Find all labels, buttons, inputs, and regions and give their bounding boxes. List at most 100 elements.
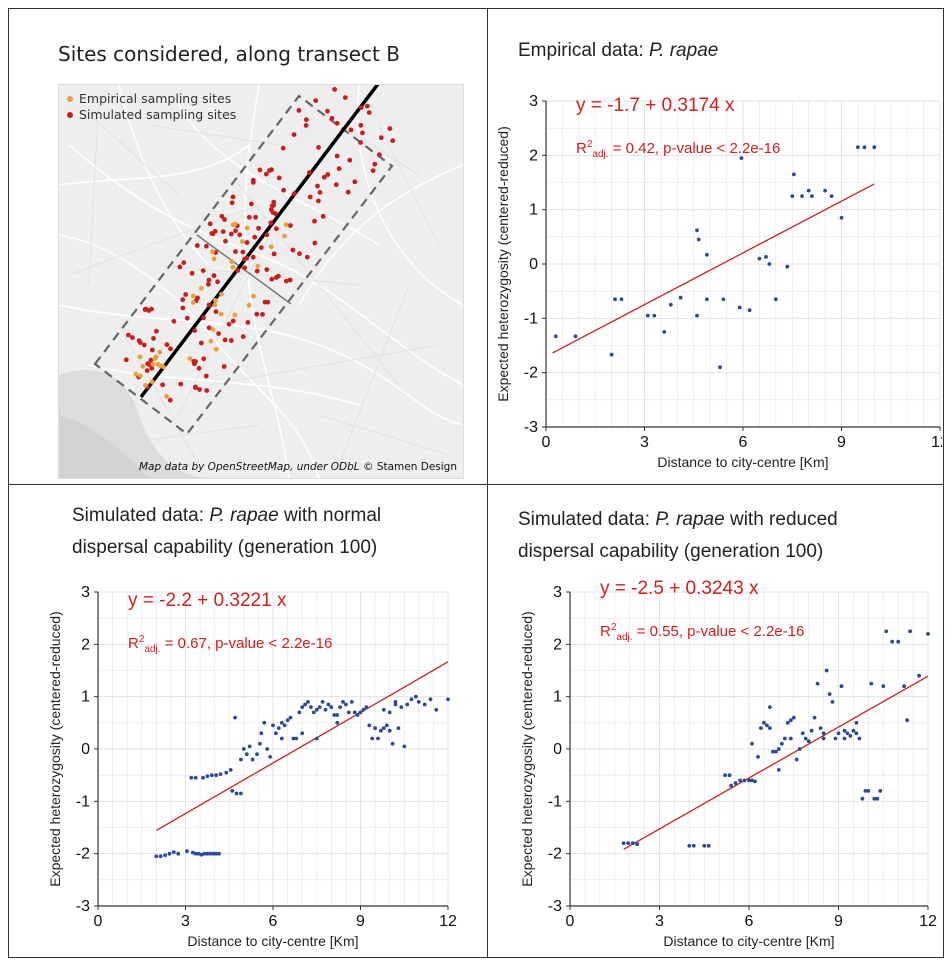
data-point — [810, 194, 814, 199]
r2-annotation: R2adj. = 0.42, p-value < 2.2e-16 — [576, 139, 780, 160]
data-point — [414, 694, 418, 699]
data-point — [217, 851, 221, 856]
simulated-site — [273, 211, 278, 217]
data-point — [279, 736, 284, 741]
simulated-site — [316, 145, 321, 150]
simulated-site — [143, 306, 149, 312]
y-tick-label: -2 — [524, 365, 538, 382]
x-tick-label: 3 — [655, 913, 664, 930]
data-point — [926, 632, 930, 636]
data-point — [202, 851, 207, 856]
simulated-site — [237, 232, 243, 238]
data-point — [314, 736, 319, 741]
simulated-site — [313, 98, 319, 103]
map-credit: Map data by OpenStreetMap, under ODbL © … — [139, 461, 457, 473]
data-point — [234, 791, 239, 796]
simulated-site — [281, 187, 286, 193]
simulated-site — [258, 245, 264, 251]
empirical-site — [232, 221, 238, 227]
empirical-site — [187, 356, 193, 361]
simulated-site — [304, 117, 309, 123]
simulated-site — [276, 175, 282, 181]
data-point — [768, 726, 772, 730]
data-point — [185, 849, 189, 853]
data-point — [233, 715, 238, 720]
data-point — [373, 726, 377, 730]
simulated-site — [206, 302, 212, 308]
empirical-site — [152, 356, 158, 362]
simulated-site — [195, 295, 200, 301]
data-point — [428, 697, 433, 702]
simulated-site — [262, 299, 268, 305]
data-point — [705, 252, 709, 257]
data-point — [635, 842, 639, 847]
simulated-site — [291, 191, 297, 197]
data-point — [271, 723, 275, 728]
data-point — [696, 237, 701, 242]
chart-title-suffix: with normal — [279, 505, 381, 526]
empirical-site — [158, 363, 163, 369]
data-point — [668, 302, 673, 307]
data-point — [393, 700, 398, 704]
simulated-site — [228, 338, 234, 343]
empirical-site — [251, 293, 256, 299]
x-tick-label: 0 — [542, 434, 551, 451]
simulated-site — [210, 231, 216, 237]
regression-line — [156, 661, 449, 831]
simulated-site — [304, 254, 310, 260]
simulated-site — [268, 220, 274, 226]
data-point — [335, 713, 340, 717]
data-point — [621, 841, 626, 846]
data-point — [821, 736, 826, 741]
data-point — [405, 702, 410, 707]
data-point — [239, 757, 243, 762]
data-point — [163, 853, 168, 858]
simulated-site — [196, 365, 202, 371]
data-point — [193, 851, 198, 856]
r2-annotation: R2adj. = 0.55, p-value < 2.2e-16 — [600, 622, 804, 643]
simulated-site — [123, 357, 129, 363]
simulated-site — [325, 108, 330, 114]
data-point — [823, 188, 827, 193]
data-point — [218, 772, 223, 776]
simulated-site — [269, 276, 275, 282]
legend-empirical-label: Empirical sampling sites — [79, 91, 232, 106]
data-point — [306, 700, 310, 704]
data-point — [387, 710, 392, 715]
simulated-site — [198, 340, 204, 346]
simulated-site — [264, 232, 270, 238]
legend-simulated: Simulated sampling sites — [67, 107, 236, 123]
chart-title: Simulated data: P. rapae with normal — [72, 505, 381, 526]
simulated-site — [372, 161, 378, 167]
data-point — [214, 851, 219, 856]
simulated-site — [345, 189, 351, 195]
data-point — [205, 774, 210, 779]
chart-simulated-reduced: Simulated data: P. rapae with reduced dis… — [518, 509, 937, 949]
data-point — [829, 194, 834, 199]
data-point — [750, 778, 754, 783]
regression-equation: y = -2.5 + 0.3243 x — [600, 578, 759, 599]
x-tick-label: 0 — [566, 913, 575, 930]
data-point — [393, 702, 398, 707]
chart-title-prefix: Simulated data: — [518, 509, 655, 530]
data-point — [917, 673, 921, 678]
simulated-site — [183, 292, 189, 297]
data-point — [733, 781, 738, 785]
simulated-site — [219, 213, 225, 219]
simulated-site — [321, 174, 327, 180]
simulated-site — [347, 157, 353, 163]
data-point — [790, 194, 795, 199]
data-point — [239, 791, 243, 796]
data-points — [553, 145, 877, 370]
x-tick-label: 12 — [931, 434, 942, 451]
data-point — [279, 720, 284, 725]
sampling-sites — [123, 87, 396, 403]
simulated-site — [250, 254, 256, 260]
data-point — [358, 710, 363, 715]
data-point — [626, 841, 631, 846]
data-point — [856, 145, 860, 150]
empirical-site — [191, 300, 196, 305]
data-point — [211, 851, 216, 856]
data-point — [848, 734, 853, 738]
simulated-site — [235, 268, 241, 273]
